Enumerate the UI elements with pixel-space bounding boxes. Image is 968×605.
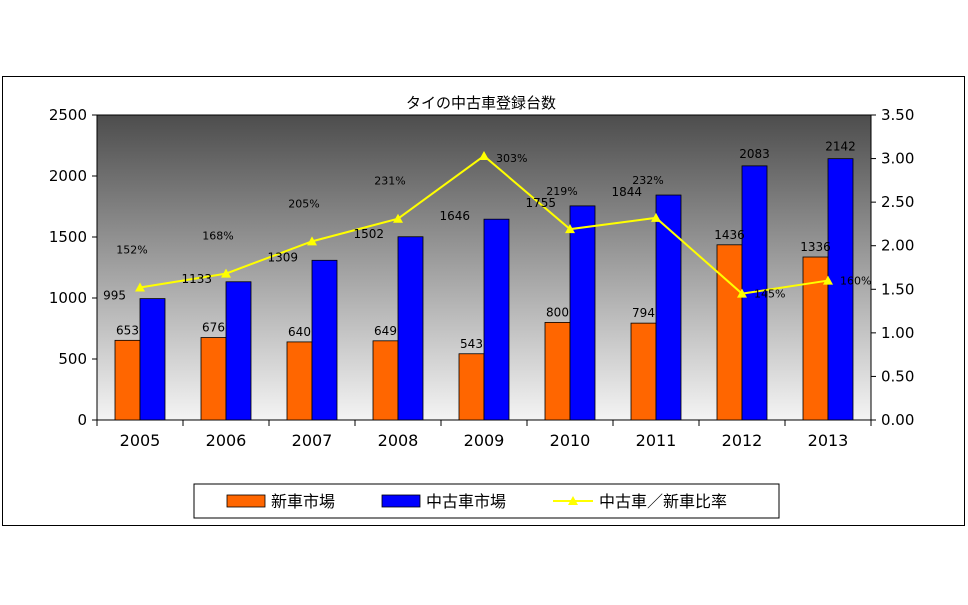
data-label-ratio: 303% [496, 152, 527, 165]
x-axis-tick-label: 2010 [550, 431, 591, 450]
left-axis-tick-label: 2500 [49, 106, 87, 124]
ratio-marker [479, 150, 489, 160]
data-label-ratio: 160% [840, 275, 871, 288]
x-axis-tick-label: 2012 [722, 431, 763, 450]
data-label-new-car: 543 [460, 337, 483, 351]
left-axis-tick-label: 0 [77, 411, 87, 429]
data-label-used-car: 1309 [267, 250, 298, 264]
data-label-new-car: 794 [632, 306, 655, 320]
data-label-used-car: 1133 [181, 272, 212, 286]
bar-new-car [544, 321, 571, 421]
legend-label-new: 新車市場 [271, 492, 335, 511]
data-label-new-car: 800 [546, 305, 569, 319]
data-label-used-car: 2142 [825, 140, 856, 154]
legend-marker-ratio [568, 496, 578, 505]
bar-used-car [827, 158, 854, 421]
chart: タイの中古車登録台数 0 500 1000 1500 2000 2500 0.00 0.50… [49, 94, 914, 519]
bar-used-car [311, 259, 338, 421]
x-axis-tick-label: 2013 [808, 431, 849, 450]
bar-new-car [458, 353, 485, 421]
ratio-marker [823, 275, 833, 285]
x-axis: 2005 2006 2007 2008 2009 2010 2011 2012 2013 [96, 420, 872, 450]
bar-used-car [569, 205, 596, 421]
chart-frame: タイの中古車登録台数 0 500 1000 1500 2000 2500 0.00 0.50… [2, 76, 965, 526]
data-label-new-car: 676 [202, 321, 225, 335]
right-axis-tick-label: 0.50 [881, 367, 914, 385]
legend-swatch-used [381, 494, 421, 508]
bar-new-car [200, 337, 227, 421]
data-label-ratio: 231% [374, 175, 405, 188]
ratio-marker [307, 236, 317, 246]
right-axis-tick-label: 2.50 [881, 193, 914, 211]
data-label-used-car: 1844 [611, 185, 642, 199]
ratio-marker [135, 282, 145, 292]
right-axis-tick-label: 2.00 [881, 237, 914, 255]
right-axis-tick-label: 3.00 [881, 150, 914, 168]
bars [114, 158, 854, 421]
bar-new-car [716, 244, 743, 421]
bar-new-car [630, 322, 657, 421]
data-label-used-car: 1502 [353, 227, 384, 241]
data-label-ratio: 168% [202, 230, 233, 243]
data-label-new-car: 1336 [800, 240, 831, 254]
left-axis: 0 500 1000 1500 2000 2500 [49, 106, 97, 429]
ratio-marker [651, 212, 661, 222]
bar-new-car [114, 339, 141, 421]
right-axis-tick-label: 0.00 [881, 411, 914, 429]
bar-used-car [139, 298, 166, 421]
ratio-marker [393, 213, 403, 223]
data-label-new-car: 1436 [714, 228, 745, 242]
x-axis-tick-label: 2006 [206, 431, 247, 450]
x-axis-tick-label: 2008 [378, 431, 419, 450]
bar-used-car [655, 194, 682, 421]
ratio-line [135, 150, 833, 298]
legend: 新車市場 中古車市場 中古車／新車比率 [193, 483, 780, 519]
legend-swatch-new [226, 494, 266, 508]
right-axis-tick-label: 1.00 [881, 324, 914, 342]
bar-used-car [483, 218, 510, 421]
bar-used-car [225, 281, 252, 421]
bar-new-car [286, 341, 313, 421]
ratio-marker [221, 268, 231, 278]
data-label-used-car: 2083 [739, 147, 770, 161]
data-label-ratio: 152% [116, 244, 147, 257]
bar-used-car [397, 236, 424, 421]
x-axis-tick-label: 2007 [292, 431, 333, 450]
data-label-ratio: 219% [546, 185, 577, 198]
data-labels: 653 995 676 1133 640 1309 649 1502 543 1646 800 175… [103, 140, 871, 351]
data-label-new-car: 640 [288, 325, 311, 339]
data-label-ratio: 145% [754, 288, 785, 301]
x-axis-tick-label: 2011 [636, 431, 677, 450]
right-axis-tick-label: 3.50 [881, 106, 914, 124]
data-label-used-car: 995 [103, 289, 126, 303]
left-axis-tick-label: 500 [58, 350, 87, 368]
legend-label-used: 中古車市場 [426, 492, 506, 511]
data-label-ratio: 205% [288, 197, 319, 210]
legend-box [193, 483, 780, 519]
right-axis-tick-label: 1.50 [881, 280, 914, 298]
bar-new-car [372, 340, 399, 421]
data-label-new-car: 653 [116, 323, 139, 337]
left-axis-tick-label: 1000 [49, 289, 87, 307]
data-label-ratio: 232% [632, 174, 663, 187]
x-axis-tick-label: 2009 [464, 431, 505, 450]
data-label-used-car: 1755 [525, 196, 556, 210]
chart-title: タイの中古車登録台数 [406, 94, 556, 112]
x-axis-tick-label: 2005 [120, 431, 161, 450]
legend-label-ratio: 中古車／新車比率 [599, 492, 727, 511]
ratio-marker [565, 224, 575, 234]
ratio-marker [737, 288, 747, 298]
right-axis: 0.00 0.50 1.00 1.50 2.00 2.50 3.00 3.50 [871, 106, 914, 429]
data-label-new-car: 649 [374, 324, 397, 338]
data-label-used-car: 1646 [439, 209, 470, 223]
left-axis-tick-label: 2000 [49, 167, 87, 185]
left-axis-tick-label: 1500 [49, 228, 87, 246]
